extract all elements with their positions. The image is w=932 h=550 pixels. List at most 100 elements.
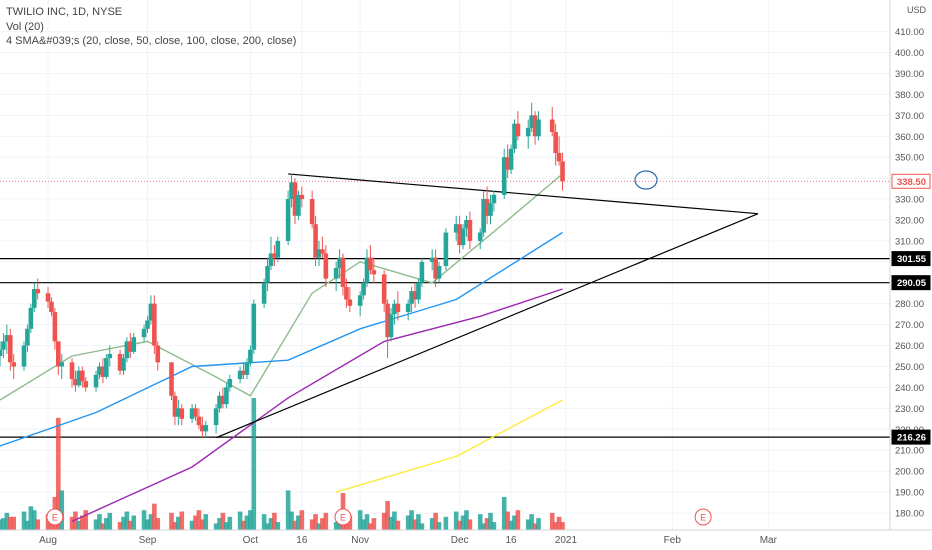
candle-body — [124, 341, 130, 359]
candle-body — [405, 303, 411, 313]
volume-bar — [35, 519, 41, 530]
volume-bar — [309, 519, 315, 530]
volume-bar — [152, 503, 157, 530]
candle-body — [299, 194, 305, 200]
candle-body — [69, 362, 75, 380]
candle-body — [203, 425, 209, 432]
candle-body — [73, 379, 78, 386]
volume-bar — [443, 516, 449, 530]
candle-body — [333, 268, 339, 279]
volume-bar — [148, 514, 154, 530]
candle-body — [529, 115, 534, 128]
candle-body — [292, 182, 298, 216]
candle-body — [59, 362, 65, 367]
currency-label: USD — [907, 5, 927, 15]
volume-bar — [83, 510, 89, 530]
price-axis[interactable]: USD180.00190.00200.00210.00220.00230.002… — [889, 0, 927, 530]
candle-body — [289, 182, 294, 200]
earnings-icon — [694, 508, 712, 526]
price-label-box — [891, 173, 931, 189]
candle-body — [488, 203, 493, 216]
candle-body — [117, 353, 123, 371]
volume-bar — [395, 520, 401, 530]
price-label-box — [891, 275, 931, 291]
volume-bar — [189, 520, 195, 530]
candle-body — [556, 153, 562, 162]
candle-body — [337, 257, 342, 269]
candle-body — [553, 132, 558, 154]
volume-bar — [484, 518, 490, 530]
volume-bar — [333, 522, 339, 530]
candle-body — [416, 282, 421, 300]
candle-body — [76, 370, 82, 386]
candle-body — [21, 345, 27, 367]
volume-bar — [381, 512, 387, 530]
candle-body — [313, 224, 318, 258]
price-tick-label: 360.00 — [895, 132, 924, 143]
candle-body — [536, 119, 541, 137]
volume-bar — [536, 518, 541, 530]
candle-body — [176, 408, 181, 417]
breakout-circle — [634, 170, 658, 190]
volume-bar — [28, 506, 34, 530]
candle-body — [268, 253, 274, 267]
volume-bar — [368, 523, 373, 530]
earnings-label: E — [340, 513, 346, 523]
candle-body — [155, 345, 161, 363]
volume-bar — [323, 512, 329, 530]
volume-bar — [76, 520, 82, 530]
candle-body — [501, 157, 507, 195]
price-tick-label: 190.00 — [895, 488, 924, 499]
candle-body — [272, 253, 277, 258]
candle-body — [505, 157, 510, 170]
volume-bar — [104, 518, 109, 530]
volume-bar — [124, 511, 130, 530]
volume-bar — [344, 520, 349, 530]
candle-body — [285, 199, 291, 241]
candle-body — [265, 266, 270, 283]
candle-body — [436, 266, 442, 279]
candle-body — [97, 366, 102, 375]
time-axis[interactable]: Aug Sep Oct 16 Nov Dec 16 2021 Feb Mar — [0, 529, 932, 546]
volume-bar — [4, 512, 10, 530]
price-tick-label: 240.00 — [895, 383, 924, 394]
candle-body — [11, 362, 17, 367]
volume-bar — [457, 520, 462, 530]
candle-body — [344, 286, 349, 300]
volume-bar — [49, 523, 54, 530]
volume-bar — [385, 500, 390, 530]
volume-bar — [453, 511, 459, 530]
price-tick-label: 210.00 — [895, 446, 924, 457]
volume-bar — [131, 515, 137, 530]
volume-bar — [433, 512, 438, 530]
volume-bar — [1, 518, 6, 530]
volume-bar — [289, 511, 294, 530]
volume-bar — [97, 514, 102, 530]
candle-body — [457, 224, 462, 246]
volume-bar — [508, 520, 514, 530]
volume-bar — [196, 510, 202, 530]
volume-bar — [505, 511, 510, 530]
volume-bar — [409, 510, 414, 530]
candle-body — [25, 328, 30, 346]
candle-body — [56, 341, 61, 367]
volume-bar — [488, 512, 493, 530]
volume-bar — [193, 515, 198, 530]
candle-body — [419, 261, 425, 283]
candle-body — [364, 257, 370, 283]
candle-body — [549, 119, 555, 133]
volume-bar — [275, 522, 281, 530]
candle-body — [80, 370, 85, 382]
volume-bar — [248, 510, 253, 530]
candle-body — [141, 328, 147, 338]
candle-body — [388, 314, 394, 338]
volume-bar — [292, 520, 298, 530]
volume-bar — [549, 512, 555, 530]
candle-body — [93, 374, 99, 388]
price-tick-label: 370.00 — [895, 111, 924, 122]
volume-bar — [364, 514, 370, 530]
earnings-label: E — [700, 513, 706, 523]
candle-body — [491, 194, 497, 204]
